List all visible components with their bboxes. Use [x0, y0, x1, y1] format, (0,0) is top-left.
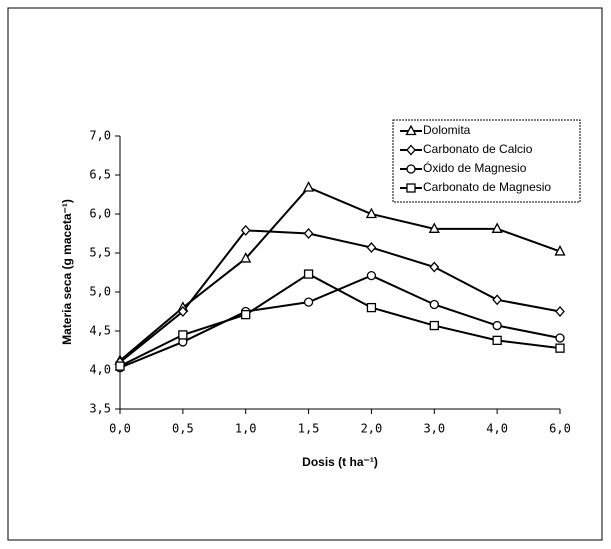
data-point: [555, 343, 565, 353]
data-point: [302, 181, 315, 192]
y-tick-label: 4,0: [89, 363, 111, 377]
x-tick-label: 1,5: [298, 422, 320, 436]
x-tick-label: 0,5: [172, 422, 194, 436]
x-tick-label: 2,0: [361, 422, 383, 436]
data-point: [177, 306, 188, 317]
data-point: [240, 224, 251, 236]
data-point: [492, 335, 502, 346]
data-point: [366, 302, 377, 313]
data-point: [178, 330, 188, 340]
data-point: [491, 222, 503, 233]
data-point: [429, 320, 439, 331]
data-point: [555, 333, 565, 343]
data-point: [240, 252, 252, 263]
y-tick-label: 6,0: [89, 207, 111, 221]
data-point: [115, 361, 125, 371]
legend-label: Carbonato de Calcio: [423, 142, 533, 156]
y-tick-label: 5,0: [89, 285, 111, 299]
data-point: [303, 228, 314, 239]
data-point: [366, 242, 377, 254]
data-point: [492, 294, 503, 306]
x-tick-label: 6,0: [549, 422, 571, 436]
data-point: [366, 270, 377, 281]
x-axis-label: Dosis (t ha⁻¹): [302, 455, 378, 469]
data-point: [303, 297, 314, 307]
legend-label: Dolomita: [423, 123, 471, 137]
data-point: [365, 207, 378, 219]
series-line: [119, 274, 561, 369]
x-tick-label: 4,0: [486, 422, 508, 436]
data-point: [555, 306, 565, 317]
x-tick-label: 3,0: [423, 422, 445, 436]
y-tick-label: 7,0: [89, 129, 111, 143]
data-point: [554, 245, 566, 256]
legend-label: Carbonato de Magnesio: [423, 180, 551, 194]
legend-marker: [406, 144, 416, 156]
data-point: [429, 299, 439, 310]
data-point: [429, 261, 440, 273]
y-tick-label: 4,5: [89, 324, 111, 338]
legend-marker: [406, 164, 416, 174]
data-point: [492, 320, 502, 331]
y-axis-label: Materia seca (g maceta⁻¹): [60, 199, 74, 345]
y-tick-label: 3,5: [89, 402, 111, 416]
x-tick-label: 0,0: [109, 422, 131, 436]
data-point: [303, 269, 314, 279]
series-line: [119, 229, 561, 363]
legend-label: Óxido de Magnesio: [423, 160, 527, 175]
legend-box: [392, 119, 581, 203]
data-point: [428, 222, 440, 233]
x-tick-label: 1,0: [235, 422, 257, 436]
series-line: [119, 272, 561, 367]
y-tick-label: 5,5: [89, 246, 111, 260]
y-tick-label: 6,5: [89, 168, 111, 182]
data-point: [241, 309, 251, 320]
legend-marker: [405, 124, 417, 136]
legend-marker: [406, 183, 416, 193]
